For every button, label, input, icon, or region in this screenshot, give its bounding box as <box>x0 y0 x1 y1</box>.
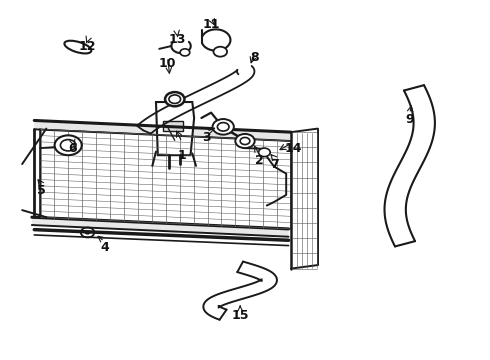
Text: 13: 13 <box>169 33 186 46</box>
Polygon shape <box>163 121 183 131</box>
Text: 6: 6 <box>69 141 77 154</box>
Text: 3: 3 <box>202 131 211 144</box>
Text: 2: 2 <box>255 154 264 167</box>
Circle shape <box>235 134 255 148</box>
Circle shape <box>180 49 190 56</box>
Text: 9: 9 <box>405 113 414 126</box>
Circle shape <box>165 92 184 106</box>
Text: 5: 5 <box>37 184 46 197</box>
Text: 11: 11 <box>202 18 220 31</box>
Text: 1: 1 <box>178 149 186 162</box>
Text: 8: 8 <box>250 51 259 64</box>
Circle shape <box>214 47 227 57</box>
Text: 10: 10 <box>159 57 176 69</box>
Polygon shape <box>32 217 289 237</box>
Text: 15: 15 <box>231 309 249 322</box>
Circle shape <box>259 148 270 157</box>
Ellipse shape <box>64 41 91 53</box>
Text: 4: 4 <box>100 241 109 254</box>
Polygon shape <box>34 121 291 141</box>
Text: 12: 12 <box>79 40 97 53</box>
Circle shape <box>213 119 234 135</box>
Text: 14: 14 <box>285 141 302 154</box>
Circle shape <box>54 135 82 155</box>
Polygon shape <box>156 102 194 155</box>
Text: 7: 7 <box>270 158 278 171</box>
Circle shape <box>85 230 91 235</box>
Polygon shape <box>41 129 291 229</box>
